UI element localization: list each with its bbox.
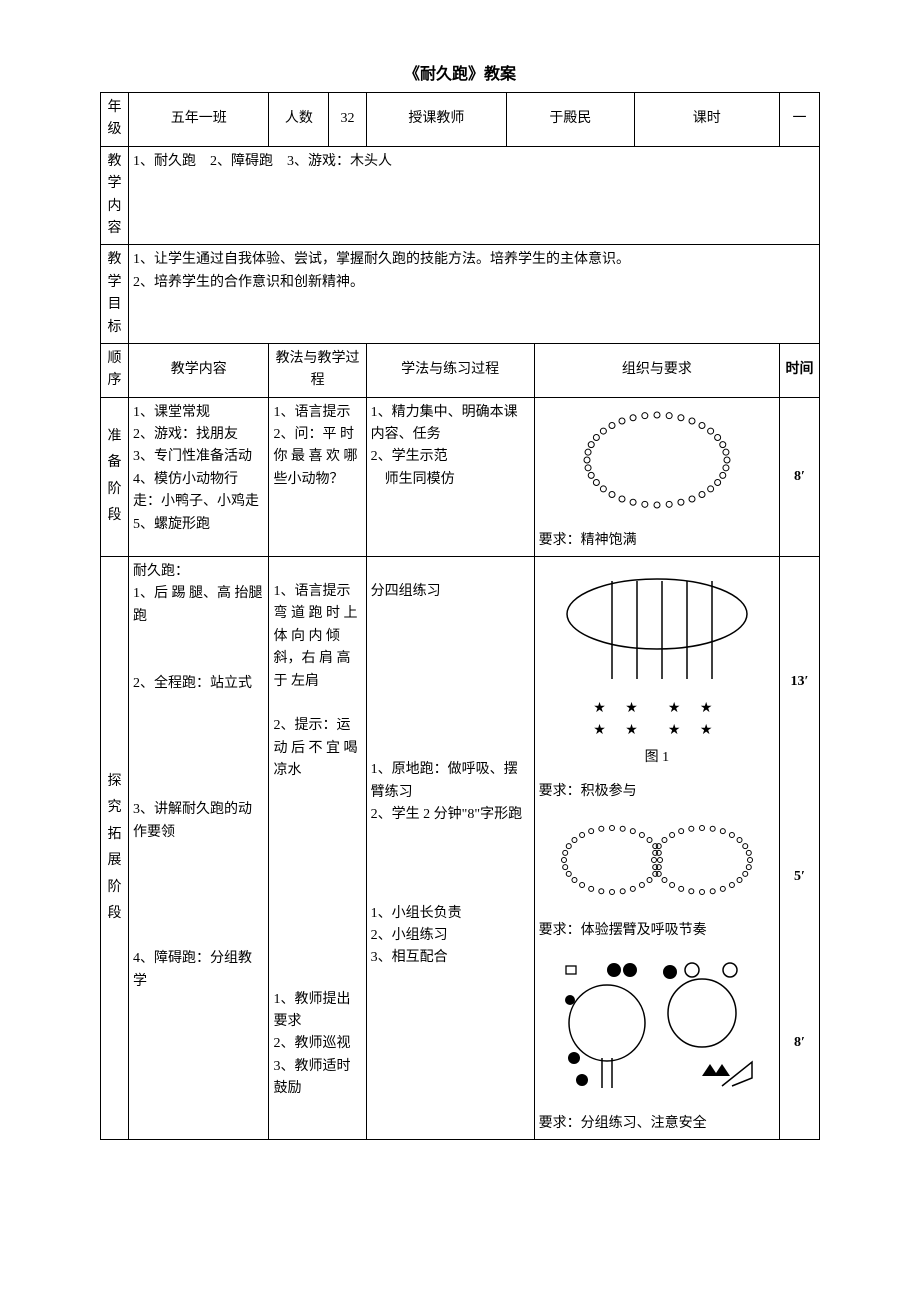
teacher-value: 于殿民 bbox=[507, 93, 635, 147]
phase2-method: 1、语言提示弯 道 跑 时 上体 向 内 倾 斜，右 肩 高 于 左肩 2、提示… bbox=[269, 557, 366, 1140]
phase2-sub2-req: 要求：体验摆臂及呼吸节奏 bbox=[539, 920, 775, 942]
period-label: 课时 bbox=[634, 93, 779, 147]
double-circle-diagram bbox=[539, 812, 775, 908]
phase2-row1: 探究拓展阶段 耐久跑： 1、后 踢 腿、高 抬腿跑 2、全程跑：站立式 3、讲解… bbox=[101, 557, 820, 808]
phase2-sub3-content: 4、障碍跑：分组教学 bbox=[133, 948, 264, 993]
stars-row1: ★ ★ ★ ★ bbox=[539, 698, 775, 720]
phase2-sub3-req: 要求：分组练习、注意安全 bbox=[539, 1113, 775, 1135]
content-label: 教 学 内 容 bbox=[101, 146, 129, 245]
phase1-req: 要求：精神饱满 bbox=[539, 530, 775, 552]
phase2-sub1-org: ★ ★ ★ ★ ★ ★ ★ ★ 图 1 要求：积极参与 bbox=[534, 557, 779, 808]
page-title: 《耐久跑》教案 bbox=[100, 60, 820, 84]
col-time: 时间 bbox=[780, 343, 820, 397]
phase2-sub2-practice: 1、原地跑：做呼吸、摆臂练习 2、学生 2 分钟"8"字形跑 bbox=[371, 759, 530, 826]
col-practice: 学法与练习过程 bbox=[366, 343, 534, 397]
phase2-sub3-time: 8′ bbox=[780, 946, 820, 1140]
period-value: 一 bbox=[779, 93, 819, 147]
col-method: 教法与教学过程 bbox=[269, 343, 366, 397]
phase1-content: 1、课堂常规 2、游戏：找朋友 3、专门性准备活动 4、模仿小动物行走：小鸭子、… bbox=[129, 397, 269, 556]
phase2-sub1-req: 要求：积极参与 bbox=[539, 781, 775, 803]
grade-value: 五年一班 bbox=[129, 93, 269, 147]
phase2-sub1-content: 耐久跑： 1、后 踢 腿、高 抬腿跑 2、全程跑：站立式 bbox=[133, 561, 264, 695]
phase2-practice: 分四组练习 1、原地跑：做呼吸、摆臂练习 2、学生 2 分钟"8"字形跑 1、小… bbox=[366, 557, 534, 1140]
phase2-sub1-method: 1、语言提示弯 道 跑 时 上体 向 内 倾 斜，右 肩 高 于 左肩 2、提示… bbox=[273, 581, 361, 783]
phase2-content: 耐久跑： 1、后 踢 腿、高 抬腿跑 2、全程跑：站立式 3、讲解耐久跑的动作要… bbox=[129, 557, 269, 1140]
phase1-time: 8′ bbox=[780, 397, 820, 556]
stars-row2: ★ ★ ★ ★ bbox=[539, 720, 775, 742]
phase2-sub2-org: 要求：体验摆臂及呼吸节奏 bbox=[534, 808, 779, 946]
phase1-label: 准备阶段 bbox=[101, 397, 129, 556]
grade-label: 年级 bbox=[101, 93, 129, 147]
phase1-practice: 1、精力集中、明确本课内容、任务 2、学生示范 师生同模仿 bbox=[366, 397, 534, 556]
columns-header: 顺序 教学内容 教法与教学过程 学法与练习过程 组织与要求 时间 bbox=[101, 343, 820, 397]
goal-row: 教 学 目 标 1、让学生通过自我体验、尝试，掌握耐久跑的技能方法。培养学生的主… bbox=[101, 245, 820, 344]
goal-label: 教 学 目 标 bbox=[101, 245, 129, 344]
phase1-org: 要求：精神饱满 bbox=[534, 397, 779, 556]
teacher-label: 授课教师 bbox=[366, 93, 506, 147]
content-text: 1、耐久跑 2、障碍跑 3、游戏：木头人 bbox=[129, 146, 820, 245]
track-diagram bbox=[539, 561, 775, 692]
phase2-sub2-time: 5′ bbox=[780, 808, 820, 946]
count-label: 人数 bbox=[269, 93, 329, 147]
col-order: 顺序 bbox=[101, 343, 129, 397]
phase2-sub1-time: 13′ bbox=[780, 557, 820, 808]
phase2-sub3-practice: 1、小组长负责 2、小组练习 3、相互配合 bbox=[371, 903, 530, 970]
circle-dots-diagram bbox=[539, 402, 775, 518]
obstacle-diagram bbox=[539, 950, 775, 1101]
phase1-row: 准备阶段 1、课堂常规 2、游戏：找朋友 3、专门性准备活动 4、模仿小动物行走… bbox=[101, 397, 820, 556]
phase2-sub3-org: 要求：分组练习、注意安全 bbox=[534, 946, 779, 1140]
col-org: 组织与要求 bbox=[534, 343, 779, 397]
lesson-plan-table: 年级 五年一班 人数 32 授课教师 于殿民 课时 一 教 学 内 容 1、耐久… bbox=[100, 92, 820, 1140]
phase2-label: 探究拓展阶段 bbox=[101, 557, 129, 1140]
col-content: 教学内容 bbox=[129, 343, 269, 397]
phase2-sub1-practice: 分四组练习 bbox=[371, 581, 530, 603]
phase2-sub3-method: 1、教师提出要求 2、教师巡视 3、教师适时鼓励 bbox=[273, 989, 361, 1101]
phase1-method: 1、语言提示 2、问：平 时你 最 喜 欢 哪些小动物？ bbox=[269, 397, 366, 556]
phase2-sub2-content: 3、讲解耐久跑的动作要领 bbox=[133, 799, 264, 844]
content-row: 教 学 内 容 1、耐久跑 2、障碍跑 3、游戏：木头人 bbox=[101, 146, 820, 245]
count-value: 32 bbox=[329, 93, 366, 147]
fig1-label: 图 1 bbox=[539, 747, 775, 769]
goal-text: 1、让学生通过自我体验、尝试，掌握耐久跑的技能方法。培养学生的主体意识。 2、培… bbox=[129, 245, 820, 344]
header-row: 年级 五年一班 人数 32 授课教师 于殿民 课时 一 bbox=[101, 93, 820, 147]
